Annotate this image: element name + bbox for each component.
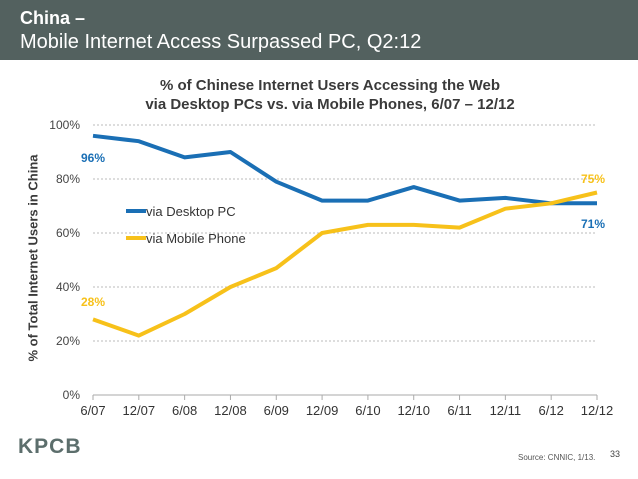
x-tick-label: 6/11 [447, 403, 471, 418]
desktop-start-label: 96% [81, 151, 105, 165]
slide-subtitle: Mobile Internet Access Surpassed PC, Q2:… [20, 31, 422, 53]
x-tick-label: 6/10 [355, 403, 380, 418]
y-tick-label: 60% [56, 226, 80, 240]
x-tick-label: 6/07 [80, 403, 105, 418]
x-tick-label: 12/07 [123, 403, 156, 418]
series-line-mobile [92, 190, 598, 338]
y-tick-label: 20% [56, 334, 80, 348]
kpcb-logo: KPCB [18, 435, 82, 458]
y-tick-label: 100% [49, 118, 80, 132]
x-tick-label: 6/08 [172, 403, 197, 418]
desktop-end-label: 71% [581, 217, 605, 231]
source-note: Source: CNNIC, 1/13. [518, 453, 596, 462]
mobile-start-label: 28% [81, 295, 105, 309]
series-line-desktop [92, 133, 597, 206]
x-tick-label: 12/09 [306, 403, 339, 418]
x-tick-label: 6/09 [264, 403, 289, 418]
y-tick-label: 0% [63, 388, 81, 402]
header-banner: China – Mobile Internet Access Surpassed… [0, 0, 638, 60]
chart-title-line2: via Desktop PCs vs. via Mobile Phones, 6… [145, 96, 515, 113]
slide-title: China – [20, 8, 86, 28]
chart-title: % of Chinese Internet Users Accessing th… [80, 76, 580, 114]
mobile-end-label: 75% [581, 172, 605, 186]
x-tick-label: 12/08 [214, 403, 247, 418]
y-tick-label: 80% [56, 172, 80, 186]
page-number: 33 [610, 449, 621, 459]
legend-label-mobile: via Mobile Phone [146, 231, 246, 246]
legend-label-desktop: via Desktop PC [146, 204, 236, 219]
x-tick-label: 12/10 [397, 403, 430, 418]
y-tick-label: 40% [56, 280, 80, 294]
chart-title-line1: % of Chinese Internet Users Accessing th… [159, 77, 501, 94]
x-tick-label: 12/12 [581, 403, 614, 418]
x-tick-label: 12/11 [490, 403, 522, 418]
x-tick-label: 6/12 [539, 403, 564, 418]
